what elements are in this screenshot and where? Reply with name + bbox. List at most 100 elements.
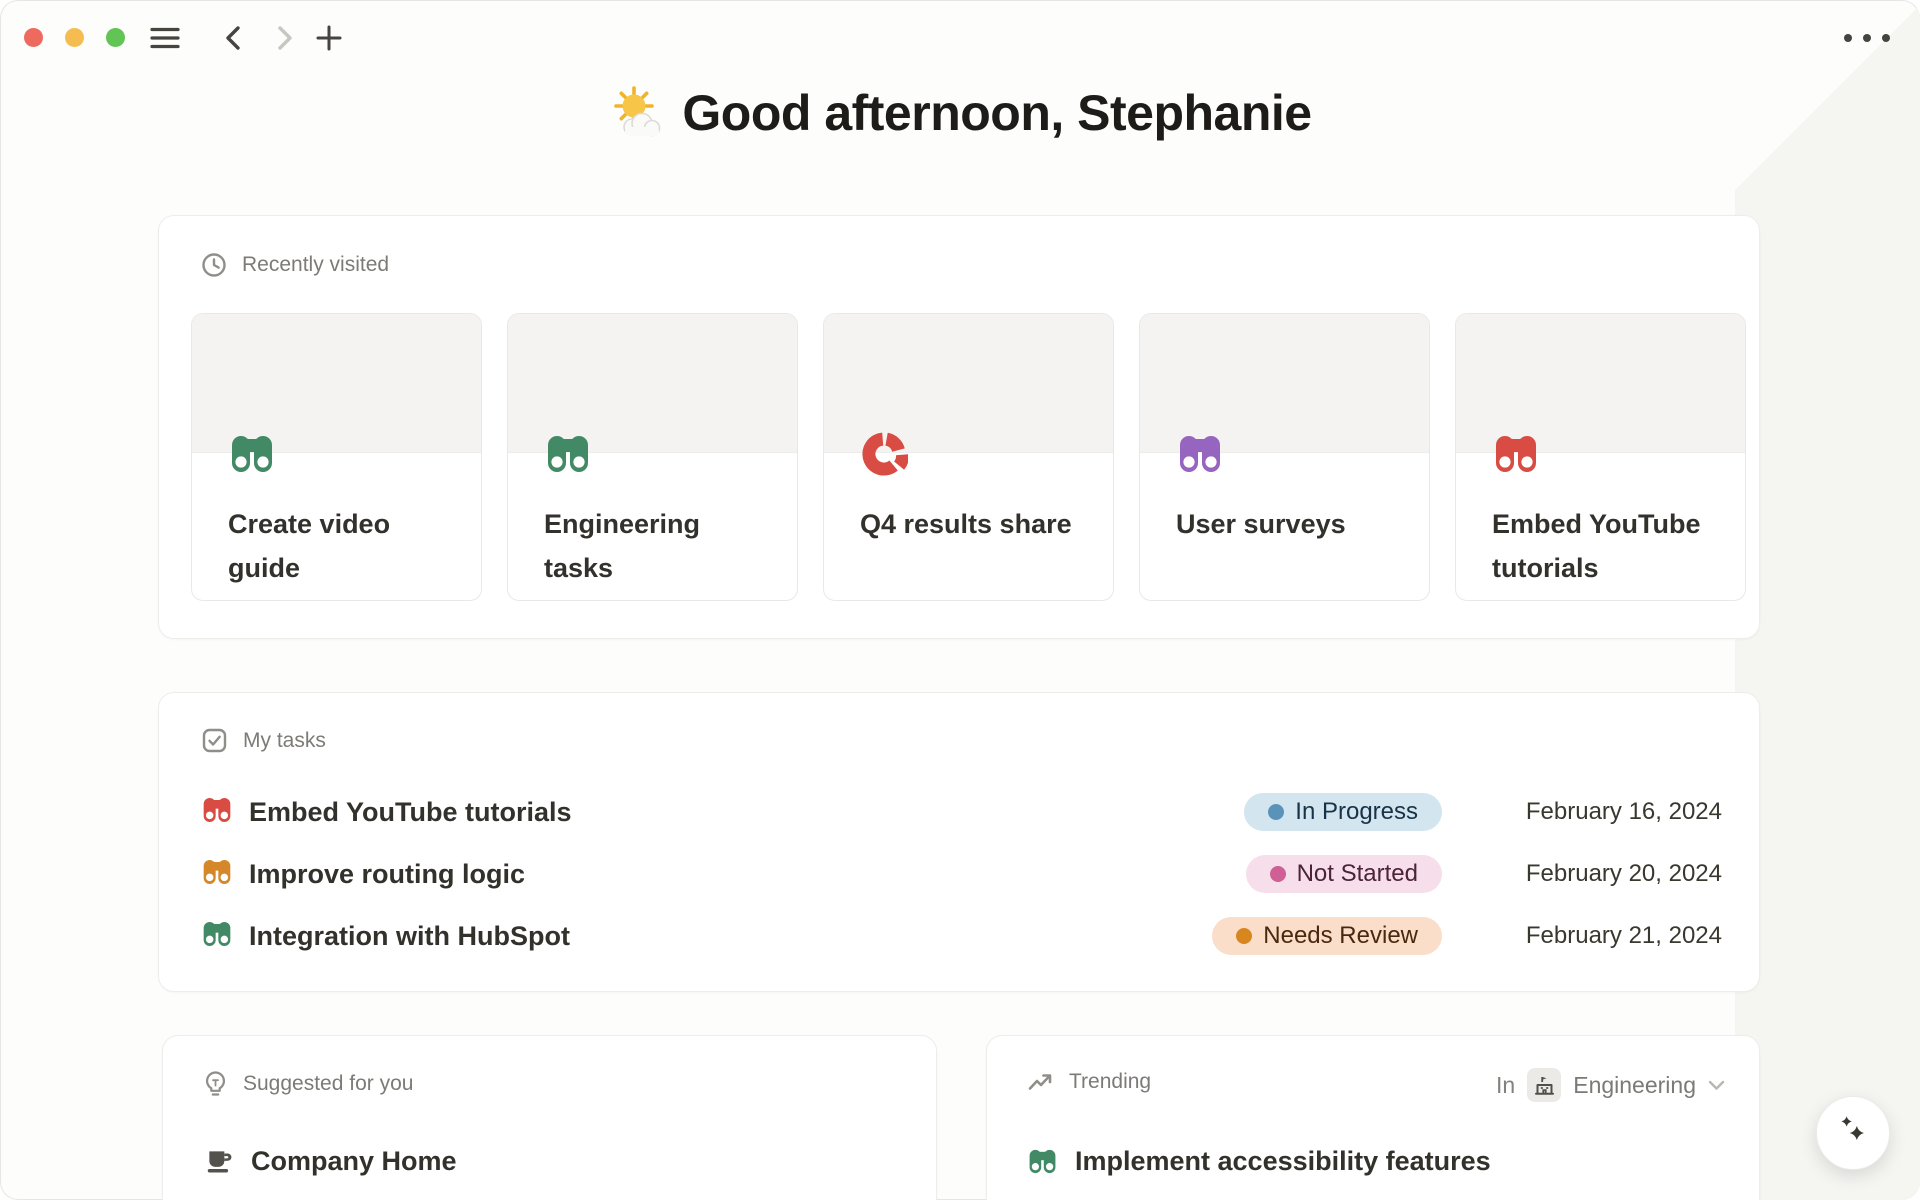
card-cover — [508, 314, 797, 453]
recently-visited-card[interactable]: Engineering tasks — [507, 313, 798, 601]
task-icon — [201, 795, 233, 830]
task-row[interactable]: Embed YouTube tutorials In Progress Febr… — [159, 781, 1759, 843]
close-window-button[interactable] — [24, 28, 43, 47]
task-title: Improve routing logic — [249, 858, 526, 889]
status-badge: Not Started — [1245, 855, 1442, 893]
card-title: Embed YouTube tutorials — [1492, 509, 1701, 583]
task-row[interactable]: Improve routing logic Not Started Februa… — [159, 843, 1759, 905]
card-icon — [544, 430, 592, 478]
ai-assistant-button[interactable] — [1816, 1096, 1890, 1170]
more-options-button[interactable] — [1844, 24, 1890, 52]
checkbox-icon — [202, 728, 227, 753]
back-button[interactable] — [218, 24, 248, 52]
zoom-window-button[interactable] — [106, 28, 125, 47]
my-tasks-section: My tasks Embed YouTube tutorials In Prog… — [158, 692, 1760, 992]
task-icon — [201, 857, 233, 892]
trending-team-dropdown[interactable]: In Engineering — [1496, 1068, 1725, 1102]
window-sheen — [1735, 5, 1920, 1200]
forward-button[interactable] — [270, 24, 300, 52]
recently-visited-card[interactable]: Embed YouTube tutorials — [1455, 313, 1746, 601]
sidebar-menu-button[interactable] — [150, 24, 180, 52]
chevron-left-icon — [226, 26, 240, 50]
suggested-header: Suggested for you — [203, 1070, 413, 1097]
status-dot — [1268, 804, 1285, 820]
team-chip — [1527, 1068, 1562, 1102]
chevron-right-icon — [278, 26, 292, 50]
task-due-date: February 20, 2024 — [1525, 860, 1722, 887]
card-cover — [192, 314, 481, 453]
trending-header: Trending — [1027, 1070, 1151, 1094]
task-due-date: February 21, 2024 — [1525, 922, 1722, 949]
sun-behind-cloud-icon — [614, 86, 661, 137]
binoculars-icon — [203, 797, 231, 822]
section-label: Recently visited — [242, 253, 390, 276]
card-icon — [228, 430, 276, 478]
donut-chart-icon — [862, 432, 910, 476]
hamburger-icon — [150, 27, 180, 49]
task-due-date: February 16, 2024 — [1525, 798, 1722, 825]
recently-visited-section: Recently visited Create video guide Engi… — [158, 215, 1760, 639]
suggested-list: Company Home — [163, 1132, 936, 1190]
item-icon — [1027, 1146, 1058, 1176]
task-title: Integration with HubSpot — [249, 920, 570, 951]
chevron-down-icon — [1708, 1080, 1725, 1090]
status-badge: In Progress — [1244, 793, 1442, 831]
recently-visited-card[interactable]: Create video guide — [191, 313, 482, 601]
filter-prefix: In — [1496, 1071, 1516, 1098]
list-item[interactable]: Company Home — [163, 1132, 936, 1190]
recently-visited-cards: Create video guide Engineering tasks Q4 … — [191, 313, 1746, 601]
binoculars-icon — [1180, 436, 1220, 472]
recently-visited-card[interactable]: Q4 results share — [823, 313, 1114, 601]
card-icon — [1176, 430, 1224, 478]
status-dot — [1236, 928, 1253, 944]
page-title: Good afternoon, Stephanie — [0, 84, 1920, 142]
section-label: Suggested for you — [243, 1071, 414, 1095]
card-title: User surveys — [1176, 509, 1346, 539]
status-badge: Needs Review — [1212, 917, 1442, 955]
binoculars-icon — [232, 436, 272, 472]
binoculars-icon — [548, 436, 588, 472]
card-cover — [1456, 314, 1745, 453]
task-list: Embed YouTube tutorials In Progress Febr… — [159, 781, 1759, 967]
recently-visited-header: Recently visited — [201, 252, 389, 278]
card-title: Create video guide — [228, 509, 391, 583]
card-cover — [824, 314, 1113, 453]
building-icon — [1534, 1076, 1554, 1095]
trending-up-icon — [1028, 1074, 1052, 1090]
lightbulb-icon — [205, 1071, 226, 1096]
task-icon — [201, 919, 233, 954]
binoculars-icon — [1029, 1149, 1056, 1173]
card-title: Q4 results share — [860, 509, 1072, 539]
status-label: Not Started — [1296, 860, 1418, 887]
coffee-cup-icon — [207, 1151, 231, 1173]
my-tasks-header: My tasks — [201, 727, 326, 754]
section-label: Trending — [1069, 1070, 1152, 1093]
suggested-section: Suggested for you Company Home — [162, 1035, 937, 1200]
new-tab-button[interactable] — [314, 24, 344, 52]
sparkles-icon — [1841, 1116, 1864, 1141]
task-title: Embed YouTube tutorials — [249, 796, 572, 827]
status-label: In Progress — [1295, 798, 1418, 825]
list-item[interactable]: Implement accessibility features — [987, 1132, 1759, 1190]
status-dot — [1269, 866, 1286, 882]
titlebar — [0, 0, 1920, 64]
card-title: Engineering tasks — [544, 509, 701, 583]
plus-icon — [316, 25, 342, 51]
traffic-lights — [24, 28, 125, 47]
trending-section: Trending In Engineering — [986, 1035, 1760, 1200]
recently-visited-card[interactable]: User surveys — [1139, 313, 1430, 601]
card-icon — [1492, 430, 1540, 478]
item-title: Implement accessibility features — [1075, 1145, 1491, 1176]
item-title: Company Home — [251, 1145, 457, 1176]
card-cover — [1140, 314, 1429, 453]
minimize-window-button[interactable] — [65, 28, 84, 47]
task-row[interactable]: Integration with HubSpot Needs Review Fe… — [159, 905, 1759, 967]
clock-icon — [202, 253, 226, 277]
ellipsis-icon — [1844, 34, 1852, 42]
team-name: Engineering — [1573, 1071, 1696, 1098]
binoculars-icon — [203, 921, 231, 946]
binoculars-icon — [1496, 436, 1536, 472]
card-icon — [860, 430, 910, 478]
greeting-text: Good afternoon, Stephanie — [682, 85, 1312, 141]
status-label: Needs Review — [1263, 922, 1418, 949]
